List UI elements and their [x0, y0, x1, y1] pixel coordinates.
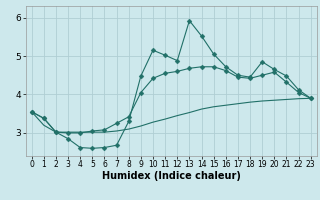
X-axis label: Humidex (Indice chaleur): Humidex (Indice chaleur): [102, 171, 241, 181]
